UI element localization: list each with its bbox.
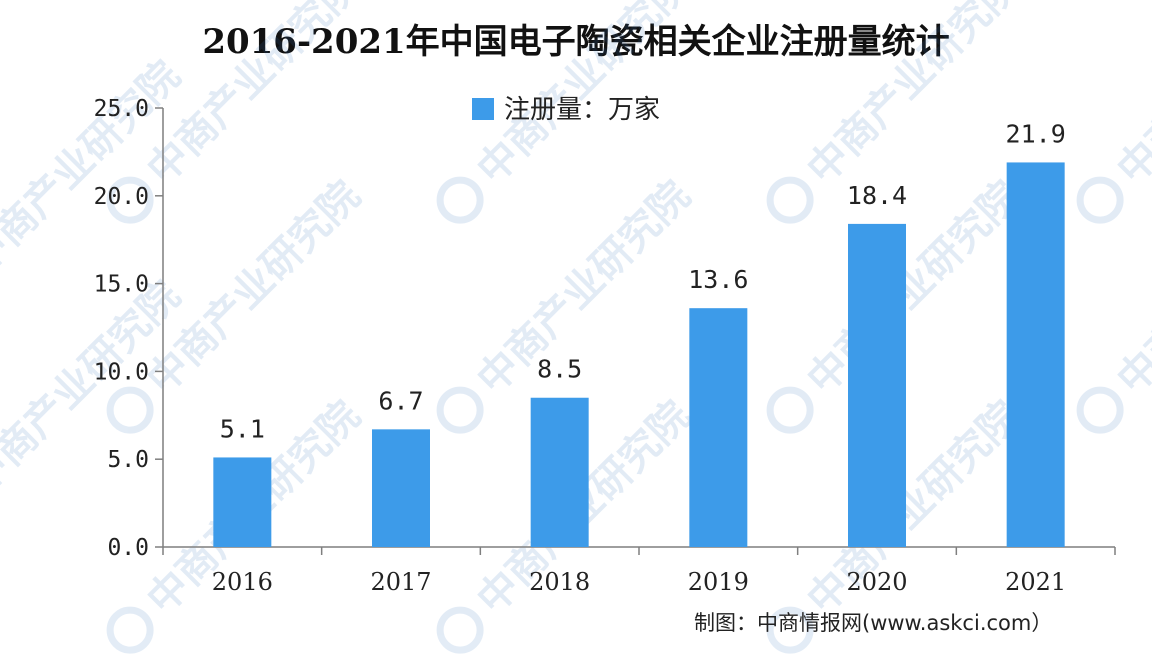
watermark-logo-icon	[436, 176, 484, 224]
bar-2020	[848, 223, 906, 547]
bar-2019	[689, 308, 748, 547]
watermark-logo-icon	[766, 176, 814, 224]
watermark-logo-icon	[106, 176, 154, 224]
legend-label: 注册量：万家	[504, 95, 660, 125]
y-tick-label: 20.0	[94, 184, 149, 210]
bar-2018	[530, 397, 589, 547]
data-label-2020: 18.4	[847, 181, 907, 210]
watermark-logo-icon	[766, 606, 814, 654]
watermark-text: 中商产业研究院	[139, 173, 370, 404]
y-axis-ticks: 0.0 5.0 10.0 15.0 20.0 25.0	[94, 96, 163, 561]
watermark-logo-icon	[1076, 176, 1124, 224]
y-tick-label: 0.0	[107, 535, 149, 561]
data-label-2016: 5.1	[220, 414, 265, 443]
x-tick-label-2021: 2021	[1005, 568, 1066, 596]
source-note: 制图：中商情报网(www.askci.com）	[694, 611, 1053, 635]
watermark-text: 中商产业研究院	[799, 173, 1030, 404]
bar-2021	[1006, 162, 1065, 547]
x-tick-label-2016: 2016	[212, 568, 273, 596]
y-tick-label: 5.0	[107, 447, 149, 473]
watermark: 中商产业研究院	[1076, 0, 1152, 224]
y-tick-label: 15.0	[94, 272, 149, 298]
watermark-logo-icon	[106, 606, 154, 654]
chart-title: 2016-2021年中国电子陶瓷相关企业注册量统计	[202, 22, 950, 62]
watermark-text: 中商产业研究院	[1109, 0, 1152, 193]
watermark-text: 中商产业研究院	[799, 0, 1030, 193]
legend: 注册量：万家	[472, 95, 660, 125]
x-tick-label-2017: 2017	[370, 568, 431, 596]
y-tick-label: 10.0	[94, 359, 149, 385]
watermark-logo-icon	[436, 606, 484, 654]
y-tick-label: 25.0	[94, 96, 149, 122]
watermark-logo-icon	[766, 386, 814, 434]
bar-2016	[213, 457, 272, 547]
x-tick-label-2019: 2019	[688, 568, 749, 596]
data-label-2019: 13.6	[688, 265, 748, 294]
bar-series: 5.1 6.7 8.5 13.6 18.4 21.9	[213, 119, 1066, 547]
watermark-text: 中商产业研究院	[469, 173, 700, 404]
x-axis-ticks: 2016 2017 2018 2019 2020 2021	[162, 547, 1116, 596]
data-label-2021: 21.9	[1006, 119, 1066, 148]
x-tick-label-2020: 2020	[846, 568, 907, 596]
watermark-logo-icon	[1076, 386, 1124, 434]
watermark-logo-icon	[106, 386, 154, 434]
x-tick-label-2018: 2018	[529, 568, 590, 596]
watermark-logo-icon	[436, 386, 484, 434]
watermark-text: 中商产业研究院	[799, 393, 1030, 624]
bar-2017	[372, 429, 430, 547]
data-label-2018: 8.5	[537, 355, 582, 384]
legend-swatch	[472, 98, 494, 120]
watermark: 中商产业研究院	[0, 273, 189, 504]
data-label-2017: 6.7	[378, 386, 423, 415]
